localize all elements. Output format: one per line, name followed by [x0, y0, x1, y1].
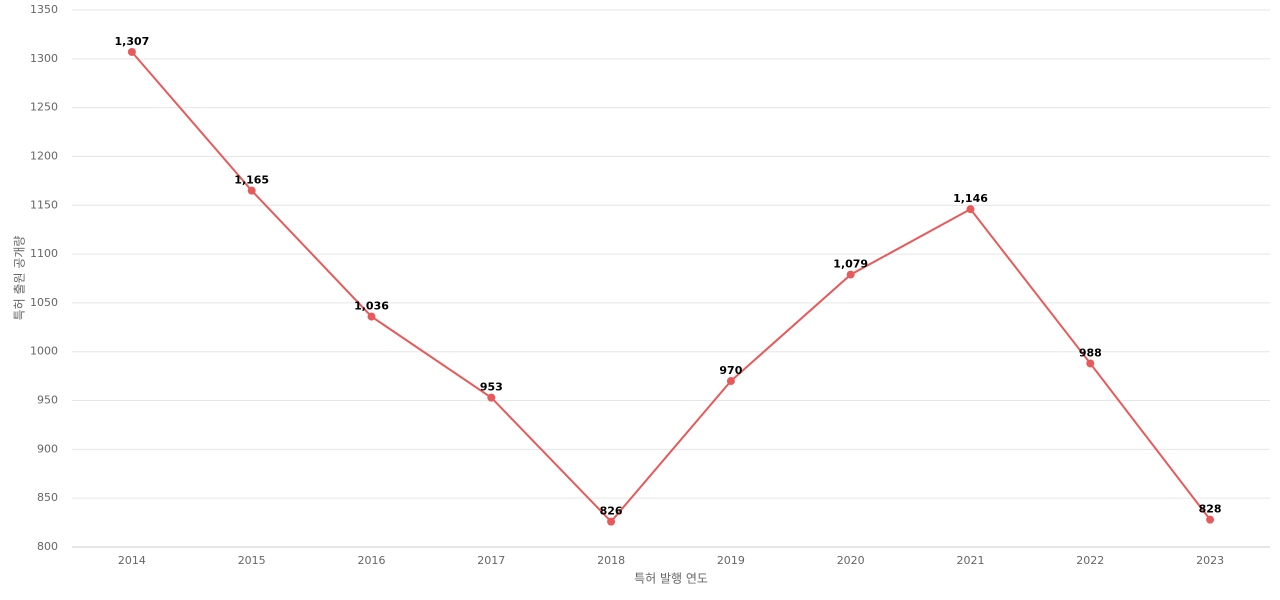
data-label: 1,036: [354, 300, 389, 313]
y-tick-label: 1250: [30, 101, 58, 114]
point: [127, 47, 136, 56]
x-tick-label: 2015: [238, 554, 266, 567]
point: [966, 205, 975, 214]
data-label: 828: [1199, 503, 1222, 516]
point: [726, 377, 735, 386]
point: [1086, 359, 1095, 368]
x-tick-label: 2018: [597, 554, 625, 567]
y-tick-label: 1050: [30, 296, 58, 309]
y-tick-label: 800: [37, 540, 58, 553]
y-tick-label: 900: [37, 442, 58, 455]
data-label: 1,079: [833, 258, 868, 271]
point: [367, 312, 376, 321]
data-label: 953: [480, 381, 503, 394]
point: [1206, 515, 1215, 524]
data-label: 1,146: [953, 192, 988, 205]
point: [487, 393, 496, 402]
y-tick-label: 1000: [30, 345, 58, 358]
y-tick-label: 1100: [30, 247, 58, 260]
x-axis-title: 특허 발행 연도: [634, 571, 708, 586]
y-tick-label: 1150: [30, 198, 58, 211]
x-tick-label: 2021: [957, 554, 985, 567]
line: [131, 51, 1211, 524]
x-tick-label: 2016: [358, 554, 386, 567]
y-tick-label: 1300: [30, 52, 58, 65]
data-label: 988: [1079, 346, 1102, 359]
point: [607, 517, 616, 526]
x-tick-label: 2017: [477, 554, 505, 567]
y-tick-label: 950: [37, 394, 58, 407]
y-tick-label: 850: [37, 491, 58, 504]
x-tick-label: 2019: [717, 554, 745, 567]
y-tick-label: 1200: [30, 149, 58, 162]
data-label: 1,165: [234, 174, 269, 187]
point: [846, 270, 855, 279]
y-axis-title: 특허 출원 공개량: [13, 236, 27, 321]
data-label: 826: [600, 505, 623, 518]
data-label: 1,307: [115, 35, 150, 48]
y-tick-label: 1350: [30, 3, 58, 16]
x-tick-label: 2020: [837, 554, 865, 567]
point: [247, 186, 256, 195]
x-tick-label: 2023: [1196, 554, 1224, 567]
x-tick-label: 2022: [1076, 554, 1104, 567]
data-label: 970: [719, 364, 742, 377]
x-tick-label: 2014: [118, 554, 146, 567]
